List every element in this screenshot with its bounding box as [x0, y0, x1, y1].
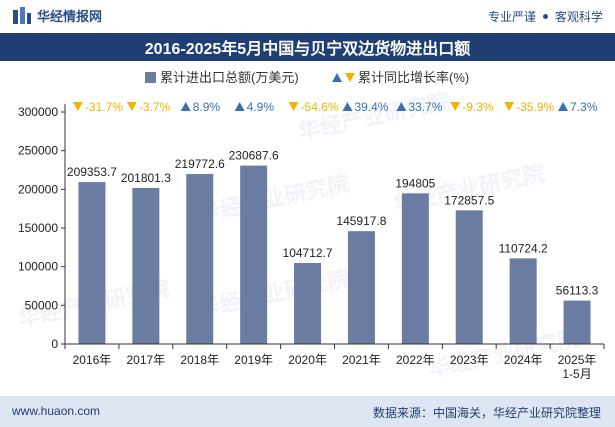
- bar: [347, 231, 375, 344]
- logo: 华经情报网: [12, 6, 102, 25]
- y-tick-label: 200000: [18, 182, 58, 196]
- x-axis: 2016年 2017年 2018年 2019年 2020年 2021年 2022年 2023年…: [64, 343, 605, 381]
- growth-up-triangle-icon: [396, 102, 407, 111]
- bar: [186, 174, 214, 344]
- growth-down-triangle-icon: [450, 102, 461, 111]
- chart-title-bar: 2016-2025年5月中国与贝宁双边货物进出口额: [0, 33, 615, 61]
- growth-up-triangle-icon: [180, 102, 191, 111]
- bar: [401, 193, 429, 344]
- tagline-dot: [542, 14, 548, 19]
- logo-text: 华经情报网: [37, 9, 103, 24]
- y-tick-label: 0: [51, 337, 58, 351]
- y-tick-label: 50000: [25, 298, 59, 312]
- bar: [563, 300, 591, 344]
- bar-value-label: 194805: [395, 176, 435, 190]
- x-tick-label: 2024年: [504, 353, 543, 367]
- legend-up-triangle-icon: [332, 73, 342, 82]
- x-tick-label: 2016年: [73, 353, 112, 367]
- growth-down-triangle-icon: [72, 102, 83, 111]
- legend-swatch-total: [145, 72, 156, 83]
- bar: [240, 165, 268, 344]
- bars: 209353.7 201801.3 219772.6 230687.6 104712.7…: [67, 149, 599, 344]
- bar-value-label: 172857.5: [444, 193, 494, 207]
- growth-label: -31.7%: [85, 100, 123, 114]
- bar-value-label: 110724.2: [499, 241, 548, 255]
- x-tick-label: 2018年: [180, 353, 219, 367]
- x-tick-label: 2025年: [558, 353, 597, 367]
- tagline-left: 专业严谨: [487, 10, 536, 24]
- growth-down-triangle-icon: [288, 102, 299, 111]
- x-tick-label: 2020年: [288, 353, 327, 367]
- growth-label: -3.7%: [139, 100, 171, 114]
- x-tick-label: 2019年: [234, 353, 273, 367]
- y-tick-label: 100000: [18, 260, 58, 274]
- tagline-right: 客观科学: [554, 10, 603, 24]
- bar: [509, 258, 537, 344]
- bar-value-label: 201801.3: [121, 171, 171, 185]
- legend-label-total: 累计进出口总额(万美元): [160, 70, 299, 85]
- growth-down-triangle-icon: [126, 102, 137, 111]
- top-bar: 华经情报网 专业严谨 客观科学: [0, 0, 615, 30]
- bar-value-label: 209353.7: [67, 165, 117, 179]
- x-tick-label: 2021年: [342, 353, 381, 367]
- bar-value-label: 230687.6: [229, 149, 279, 163]
- bar: [294, 263, 322, 344]
- watermark: 华经产业研究院: [296, 88, 452, 144]
- footer: www.huaon.com 数据来源：中国海关，华经产业研究院整理: [0, 396, 615, 427]
- growth-label: 8.9%: [193, 100, 221, 114]
- growth-labels: -31.7% -3.7% 8.9% 4.9% -54.6% 39.4% 33.7% -9.3%…: [72, 100, 598, 114]
- growth-down-triangle-icon: [504, 102, 515, 111]
- x-tick-label: 2017年: [126, 353, 165, 367]
- y-tick-label: 150000: [18, 221, 58, 235]
- growth-label: -9.3%: [462, 100, 494, 114]
- chart-legend: 累计进出口总额(万美元) 累计同比增长率(%): [145, 70, 469, 85]
- x-tick-label: 2022年: [396, 353, 435, 367]
- x-tick-label: 1-5月: [562, 367, 591, 381]
- legend-label-growth: 累计同比增长率(%): [358, 70, 469, 85]
- growth-label: -35.9%: [516, 100, 554, 114]
- y-tick-label: 250000: [18, 144, 58, 158]
- chart-title: 2016-2025年5月中国与贝宁双边货物进出口额: [144, 41, 471, 58]
- bar: [132, 187, 160, 344]
- bar: [78, 182, 106, 344]
- tagline: 专业严谨 客观科学: [488, 8, 603, 25]
- growth-up-triangle-icon: [558, 102, 569, 111]
- bar-value-label: 56113.3: [556, 284, 599, 298]
- growth-label: 7.3%: [570, 100, 598, 114]
- growth-label: 33.7%: [408, 100, 442, 114]
- bar-value-label: 104712.7: [283, 246, 333, 260]
- data-source: 数据来源：中国海关，华经产业研究院整理: [372, 406, 601, 420]
- legend-down-triangle-icon: [345, 73, 355, 82]
- bar: [455, 210, 483, 344]
- watermark: 华经产业研究院: [196, 170, 352, 226]
- y-axis: 0 50000 100000 150000 200000 250000 300000: [18, 104, 66, 351]
- growth-up-triangle-icon: [234, 102, 245, 111]
- x-tick-label: 2023年: [450, 353, 489, 367]
- growth-label: -54.6%: [301, 100, 339, 114]
- y-tick-label: 300000: [18, 105, 58, 119]
- growth-label: 39.4%: [354, 100, 388, 114]
- website-link[interactable]: www.huaon.com: [12, 404, 101, 418]
- growth-up-triangle-icon: [342, 102, 353, 111]
- bar-value-label: 145917.8: [336, 214, 386, 228]
- growth-label: 4.9%: [247, 100, 275, 114]
- bar-value-label: 219772.6: [175, 157, 225, 171]
- logo-icon: [13, 6, 31, 24]
- watermark: 华经产业研究院: [196, 265, 352, 321]
